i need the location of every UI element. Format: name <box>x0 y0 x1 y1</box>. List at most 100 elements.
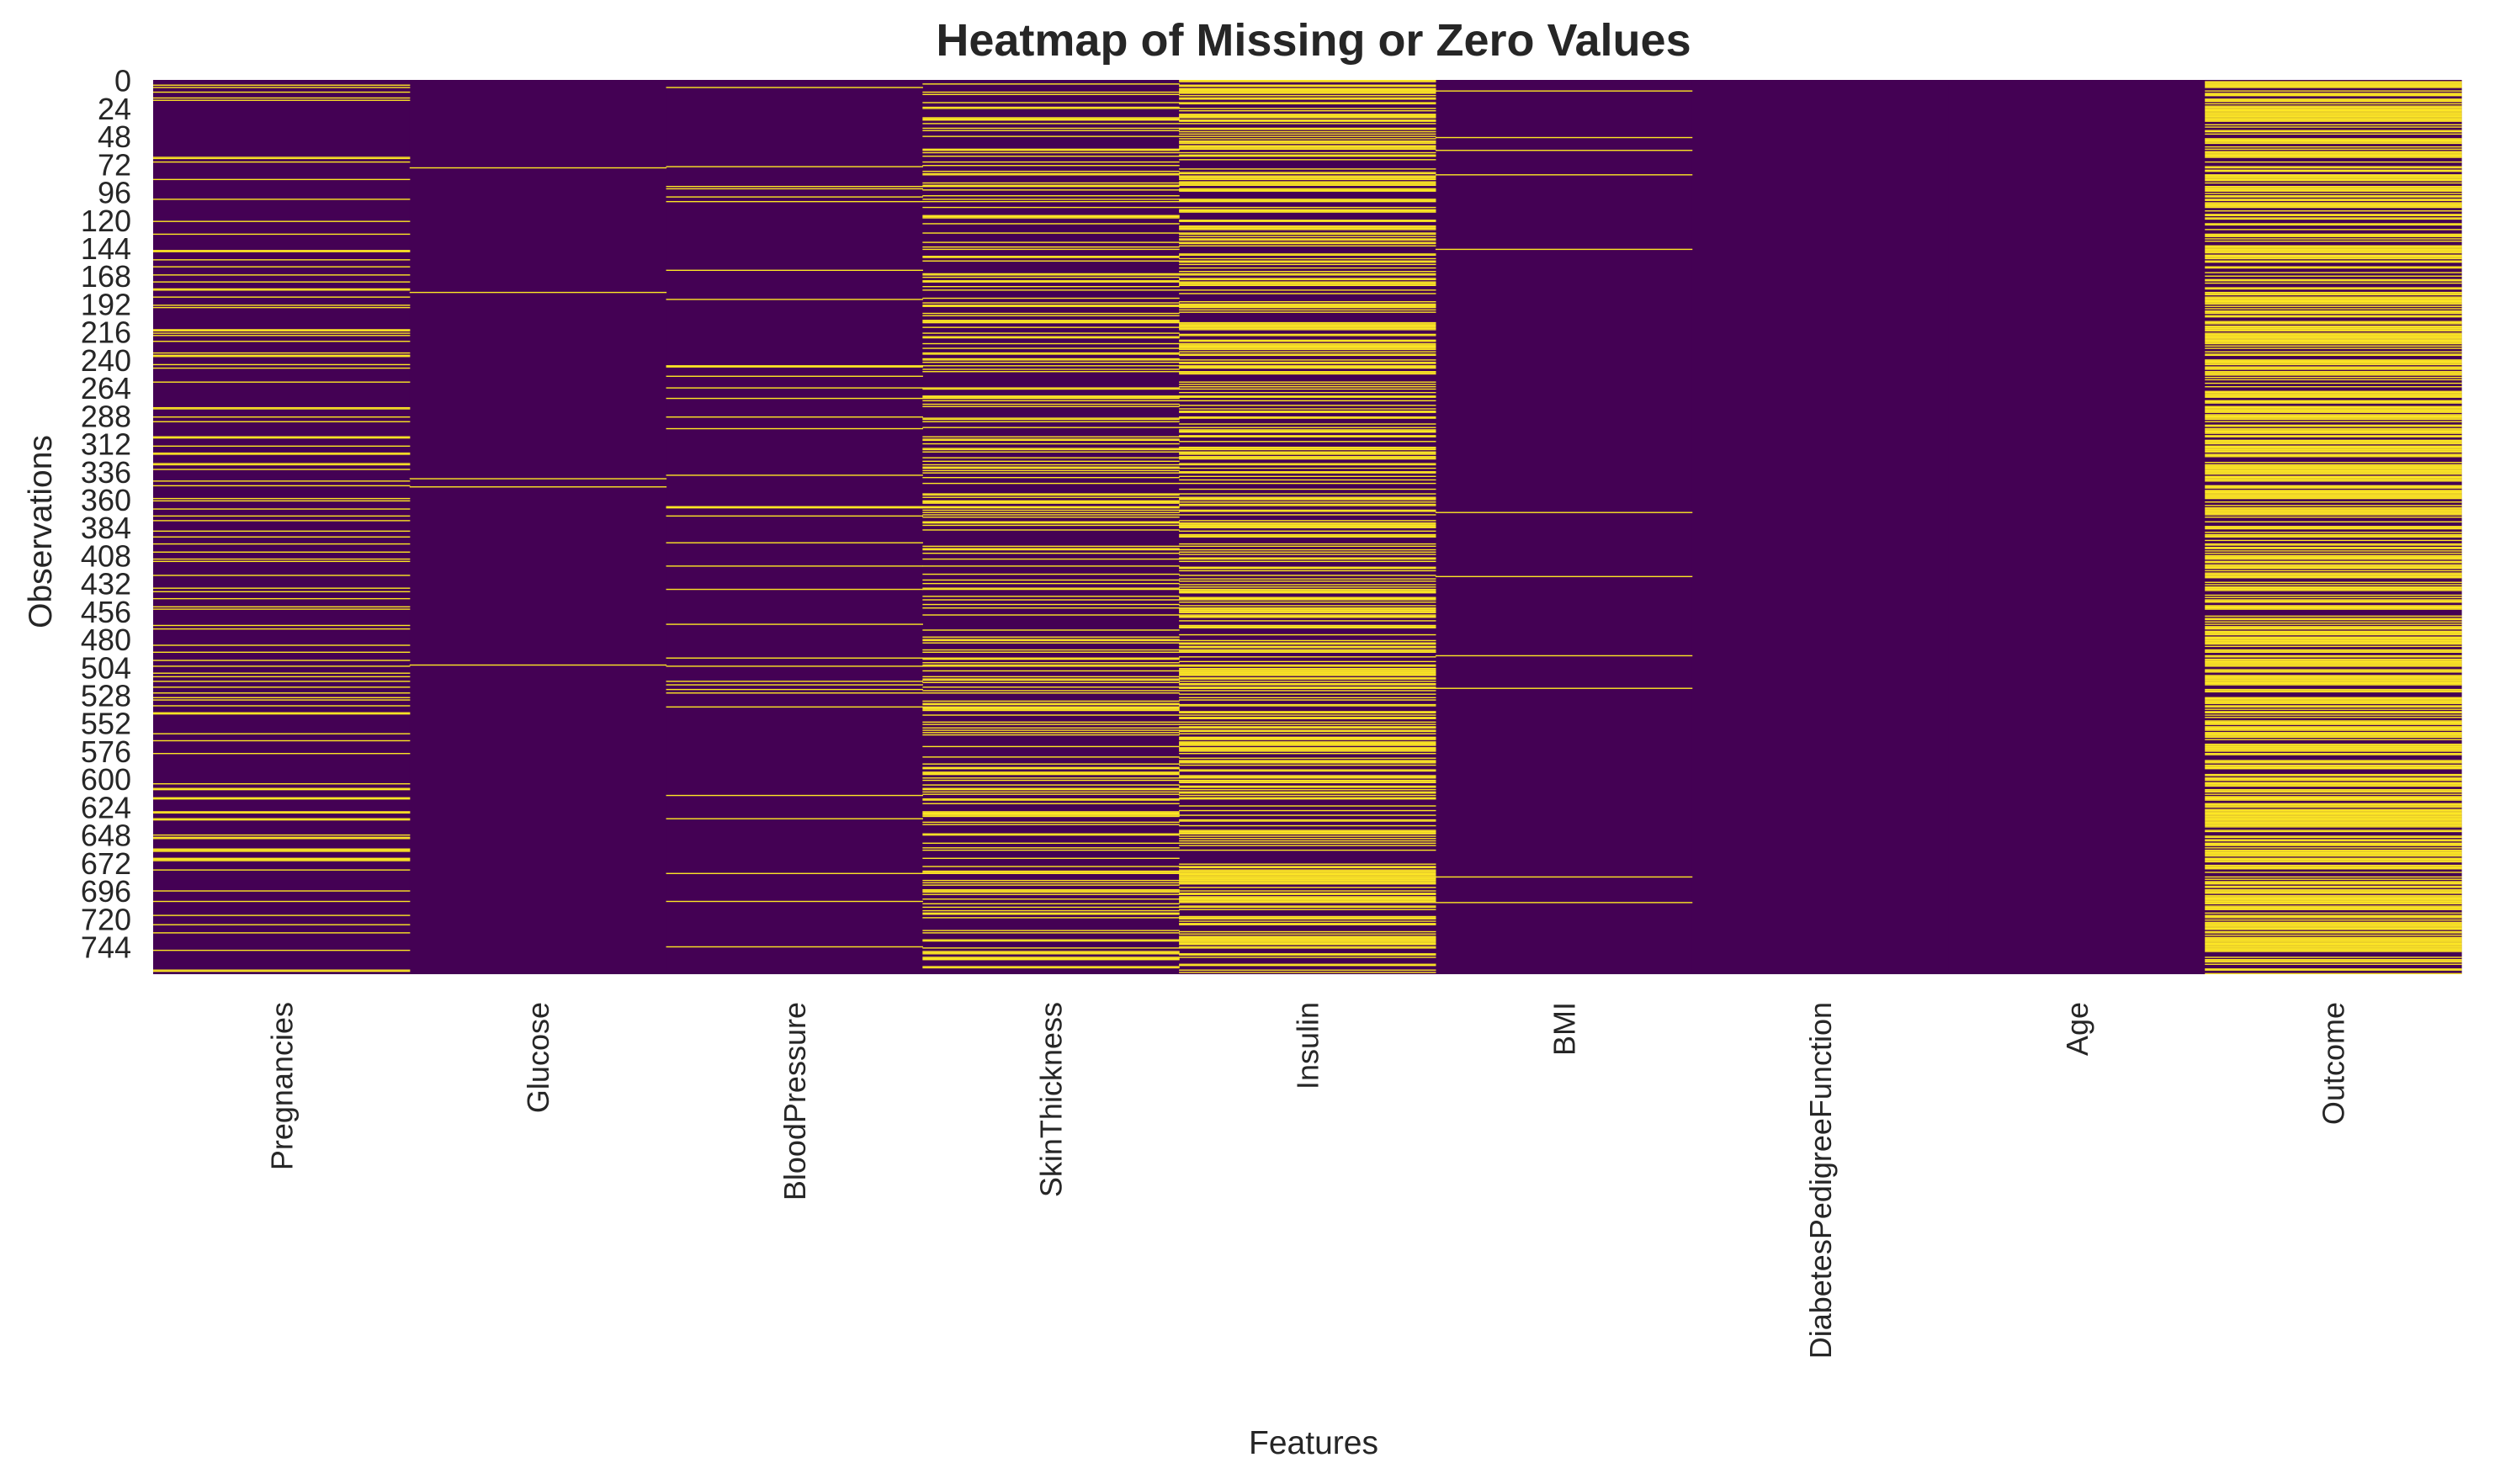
heatmap-cell <box>2205 527 2462 530</box>
heatmap-cell <box>922 727 1180 729</box>
heatmap-cell <box>1179 396 1436 398</box>
heatmap-cell <box>1179 902 1436 904</box>
heatmap-cell <box>2205 617 2462 619</box>
heatmap-cell <box>2205 175 2462 177</box>
heatmap-cell <box>2205 430 2462 432</box>
heatmap-cell <box>153 497 411 500</box>
heatmap-cell <box>2205 371 2462 373</box>
heatmap-cell <box>2205 798 2462 800</box>
heatmap-cell <box>2205 788 2462 791</box>
heatmap-cell <box>2205 809 2462 812</box>
heatmap-cell <box>2205 347 2462 349</box>
heatmap-cell <box>666 657 923 659</box>
heatmap-cell <box>2205 641 2462 643</box>
heatmap-cell <box>2205 815 2462 818</box>
heatmap-cell <box>2205 682 2462 685</box>
heatmap-cell <box>922 361 1180 363</box>
heatmap-cell <box>2205 734 2462 736</box>
heatmap-cell <box>2205 475 2462 477</box>
heatmap-cell <box>922 771 1180 773</box>
heatmap-cell <box>1179 830 1436 833</box>
heatmap-cell <box>2205 938 2462 940</box>
heatmap-cell <box>1179 138 1436 140</box>
heatmap-cell <box>1179 608 1436 610</box>
heatmap-cell <box>666 416 923 418</box>
heatmap-cell <box>922 200 1180 203</box>
heatmap-cell <box>2205 526 2462 527</box>
heatmap-cell <box>922 912 1180 914</box>
heatmap-cell <box>2205 899 2462 901</box>
heatmap-cell <box>1179 776 1436 778</box>
heatmap-cell <box>1179 900 1436 903</box>
heatmap-cell <box>2205 570 2462 572</box>
heatmap-cell <box>2205 642 2462 644</box>
heatmap-cell <box>2205 533 2462 536</box>
heatmap-cell <box>922 732 1180 734</box>
heatmap-cell <box>153 699 411 701</box>
heatmap-cell <box>1179 168 1436 170</box>
heatmap-cell <box>666 375 923 377</box>
heatmap-cell <box>1179 457 1436 458</box>
x-tick-label-diabetespedigreefunction: DiabetesPedigreeFunction <box>1803 1002 1838 1359</box>
heatmap-cell <box>1179 467 1436 469</box>
heatmap-cell <box>1179 530 1436 533</box>
heatmap-cell <box>1179 954 1436 956</box>
heatmap-cell <box>2205 898 2462 900</box>
heatmap-cell <box>922 678 1180 680</box>
heatmap-cell <box>1179 329 1436 331</box>
heatmap-cell <box>2205 117 2462 119</box>
heatmap-cell <box>1179 148 1436 151</box>
heatmap-cell <box>2205 396 2462 398</box>
heatmap-cell <box>922 729 1180 731</box>
heatmap-cell <box>2205 921 2462 924</box>
heatmap-cell <box>922 337 1180 339</box>
heatmap-cell <box>922 135 1180 137</box>
heatmap-cell <box>2205 823 2462 824</box>
heatmap-cell <box>2205 238 2462 240</box>
heatmap-cell <box>2205 300 2462 303</box>
heatmap-cell <box>2205 963 2462 965</box>
heatmap-cell <box>2205 109 2462 110</box>
heatmap-cell <box>1179 482 1436 485</box>
heatmap-cell <box>2205 486 2462 488</box>
heatmap-cell <box>2205 729 2462 731</box>
heatmap-cell <box>1179 190 1436 192</box>
heatmap-cell <box>922 476 1180 479</box>
y-tick-label: 72 <box>98 147 131 182</box>
heatmap-cell <box>922 274 1180 276</box>
heatmap-cell <box>2205 762 2462 764</box>
y-tick-label: 96 <box>98 176 131 210</box>
heatmap-cell <box>1179 183 1436 185</box>
heatmap-cell <box>922 106 1180 109</box>
heatmap-cell <box>2205 315 2462 316</box>
heatmap-cell <box>1179 323 1436 325</box>
heatmap-cell <box>1179 344 1436 346</box>
heatmap-cell <box>2205 778 2462 780</box>
heatmap-cell <box>2205 256 2462 257</box>
heatmap-cell <box>922 506 1180 509</box>
heatmap-cell <box>1179 872 1436 874</box>
heatmap-cell <box>922 246 1180 248</box>
heatmap-cell <box>2205 949 2462 951</box>
heatmap-cell <box>1179 838 1436 840</box>
heatmap-cell <box>922 280 1180 282</box>
heatmap-cell <box>922 342 1180 345</box>
heatmap-cell <box>2205 914 2462 916</box>
heatmap-cell <box>922 947 1180 949</box>
heatmap-cell <box>922 734 1180 736</box>
heatmap-cell <box>2205 946 2462 948</box>
heatmap-cell <box>1179 697 1436 698</box>
heatmap-cell <box>2205 464 2462 466</box>
heatmap-cell <box>2205 187 2462 188</box>
heatmap-cell <box>922 281 1180 283</box>
heatmap-cell <box>1179 835 1436 837</box>
heatmap-cell <box>2205 681 2462 683</box>
heatmap-cell <box>1179 650 1436 652</box>
heatmap-cell <box>409 486 667 488</box>
heatmap-cell <box>922 123 1180 125</box>
heatmap-cell <box>2205 562 2462 564</box>
heatmap-cell <box>922 906 1180 909</box>
heatmap-cell <box>1179 429 1436 431</box>
heatmap-cell <box>2205 511 2462 513</box>
heatmap-cell <box>2205 487 2462 489</box>
